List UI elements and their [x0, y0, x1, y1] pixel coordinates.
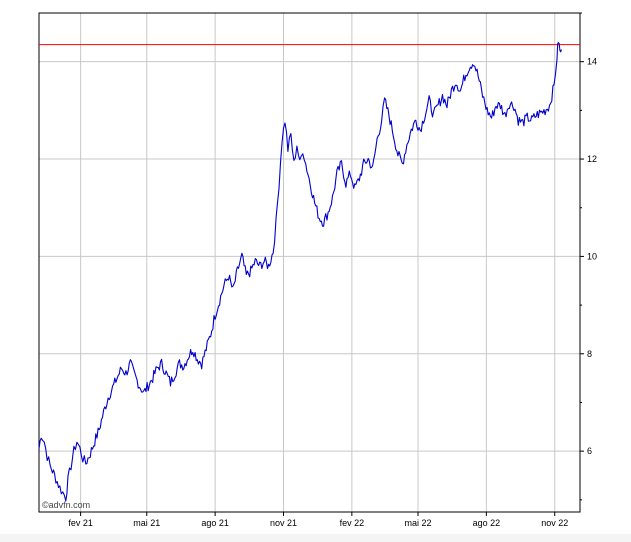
x-axis-ticks: fev 21 mai 21 ago 21 nov 21 fev 22 mai 22 ago …: [68, 512, 568, 528]
x-tick-label: mai 21: [133, 518, 160, 528]
x-tick-label: fev 22: [340, 518, 365, 528]
advfn-watermark: ©advfn.com: [42, 500, 91, 510]
price-series-line: [38, 42, 562, 502]
x-tick-label: ago 22: [473, 518, 501, 528]
y-axis-ticks: 6 8 10 12 14: [580, 12, 597, 501]
horizontal-gridlines: [39, 61, 580, 452]
x-tick-label: mai 22: [404, 518, 431, 528]
x-tick-label: fev 21: [68, 518, 93, 528]
y-tick-label: 6: [587, 446, 592, 456]
x-tick-label: nov 21: [270, 518, 297, 528]
y-tick-label: 14: [587, 57, 597, 67]
y-tick-label: 10: [587, 251, 597, 261]
plot-frame: [38, 12, 581, 513]
x-tick-label: ago 21: [201, 518, 229, 528]
y-tick-label: 12: [587, 154, 597, 164]
vertical-gridlines: [80, 13, 556, 512]
y-tick-label: 8: [587, 349, 592, 359]
bottom-strip: [0, 534, 631, 542]
x-tick-label: nov 22: [541, 518, 568, 528]
